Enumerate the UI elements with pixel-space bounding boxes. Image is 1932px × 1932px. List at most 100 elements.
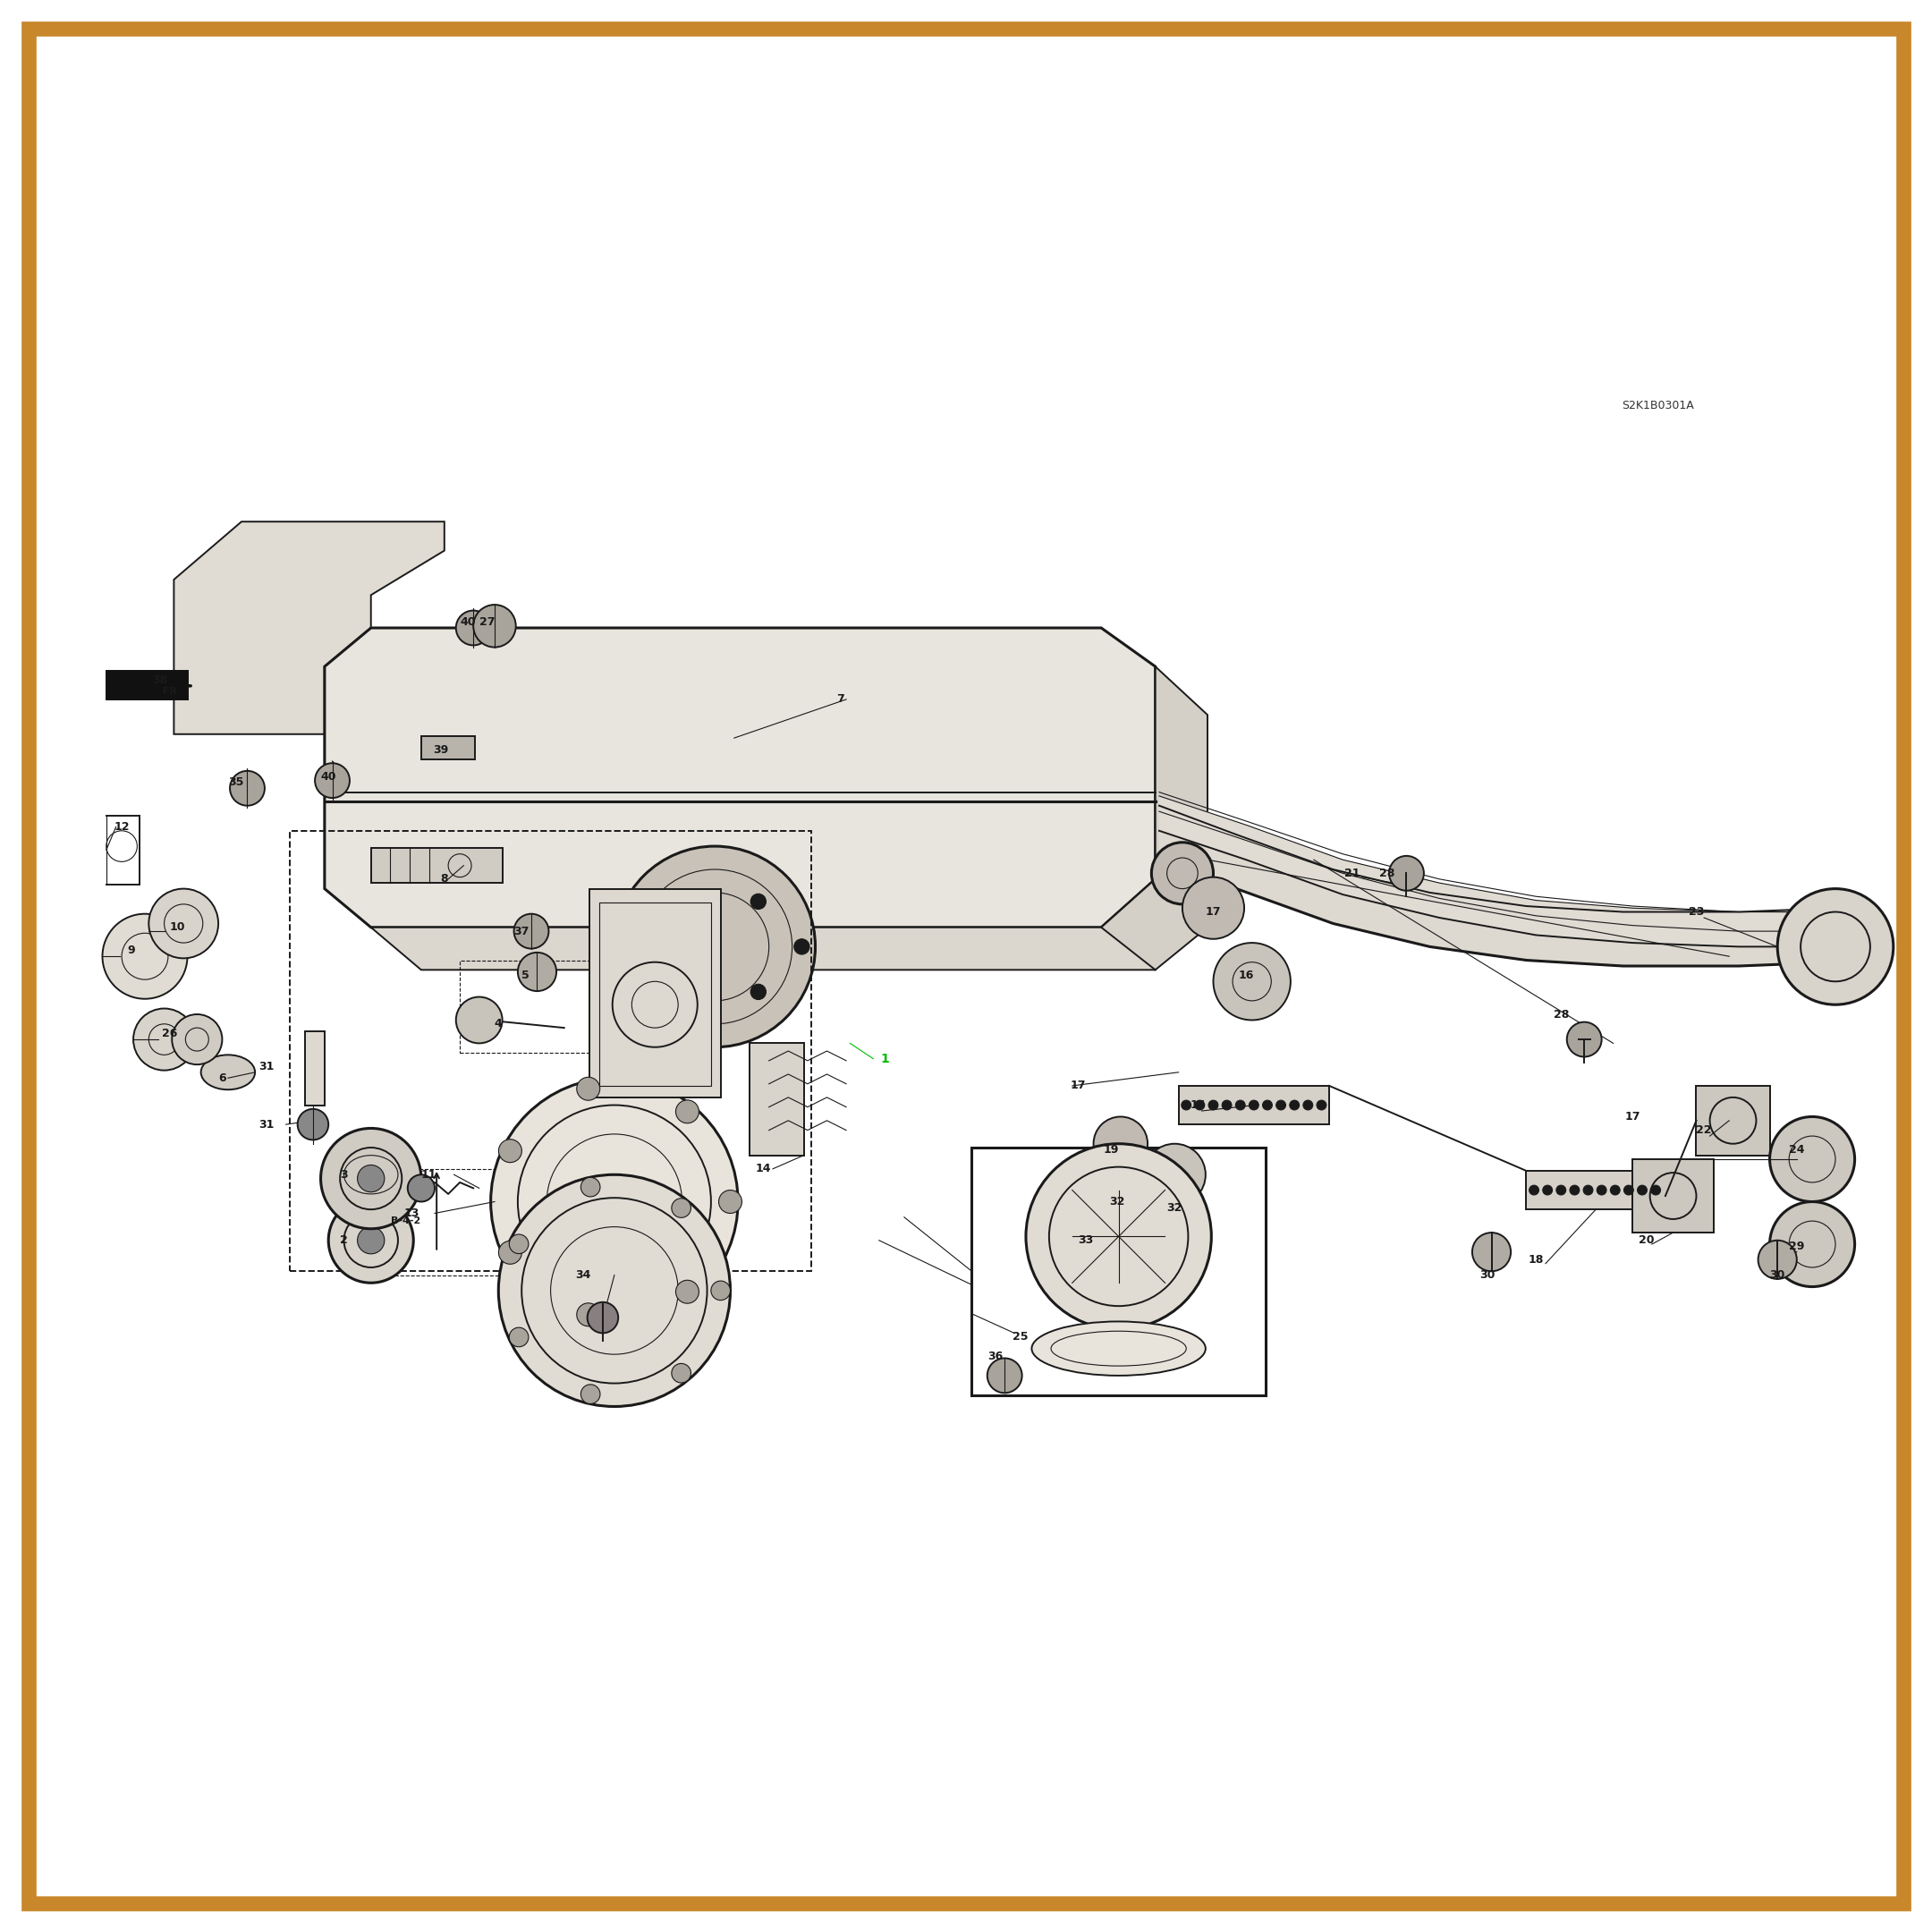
Circle shape bbox=[1596, 1184, 1607, 1194]
Text: 29: 29 bbox=[1789, 1240, 1804, 1252]
Bar bbox=[1526, 1171, 1665, 1209]
Bar bbox=[290, 831, 811, 1271]
Text: 8: 8 bbox=[440, 873, 448, 885]
Circle shape bbox=[102, 914, 187, 999]
Circle shape bbox=[514, 914, 549, 949]
Text: 13: 13 bbox=[404, 1208, 419, 1219]
Circle shape bbox=[711, 1281, 730, 1300]
Text: 3: 3 bbox=[340, 1169, 348, 1180]
Text: 11: 11 bbox=[421, 1169, 437, 1180]
Bar bbox=[599, 902, 711, 1086]
Text: 2: 2 bbox=[340, 1235, 348, 1246]
Circle shape bbox=[1638, 1184, 1648, 1194]
Circle shape bbox=[578, 1302, 601, 1325]
Bar bbox=[750, 1043, 804, 1155]
Circle shape bbox=[676, 1099, 699, 1122]
Circle shape bbox=[1182, 877, 1244, 939]
Circle shape bbox=[1277, 1101, 1287, 1109]
Ellipse shape bbox=[1032, 1321, 1206, 1376]
Bar bbox=[972, 1148, 1265, 1395]
Text: 33: 33 bbox=[1078, 1235, 1094, 1246]
Circle shape bbox=[1389, 856, 1424, 891]
Bar bbox=[363, 1169, 522, 1275]
Text: 17: 17 bbox=[1625, 1111, 1640, 1122]
Circle shape bbox=[510, 1327, 529, 1347]
Bar bbox=[589, 889, 721, 1097]
Bar bbox=[421, 736, 475, 759]
Circle shape bbox=[1094, 1117, 1148, 1171]
Text: 34: 34 bbox=[576, 1269, 591, 1281]
Polygon shape bbox=[325, 628, 1155, 927]
Circle shape bbox=[1080, 1163, 1142, 1225]
Text: 14: 14 bbox=[755, 1163, 771, 1175]
Text: 23: 23 bbox=[1689, 906, 1704, 918]
Text: 4: 4 bbox=[495, 1018, 502, 1030]
Circle shape bbox=[672, 1198, 692, 1217]
Circle shape bbox=[1151, 842, 1213, 904]
Circle shape bbox=[1777, 889, 1893, 1005]
Circle shape bbox=[498, 1240, 522, 1264]
Circle shape bbox=[987, 1358, 1022, 1393]
Text: 30: 30 bbox=[1480, 1269, 1495, 1281]
Circle shape bbox=[587, 1302, 618, 1333]
Text: 9: 9 bbox=[128, 945, 135, 956]
Circle shape bbox=[491, 1078, 738, 1325]
Text: 35: 35 bbox=[228, 777, 243, 788]
Circle shape bbox=[676, 1281, 699, 1304]
Circle shape bbox=[1758, 1240, 1797, 1279]
Text: 26: 26 bbox=[162, 1028, 178, 1039]
Text: 24: 24 bbox=[1789, 1144, 1804, 1155]
Circle shape bbox=[1611, 1184, 1621, 1194]
Circle shape bbox=[315, 763, 350, 798]
Text: 18: 18 bbox=[1528, 1254, 1544, 1265]
Circle shape bbox=[1530, 1184, 1540, 1194]
Circle shape bbox=[1213, 943, 1291, 1020]
Text: 31: 31 bbox=[259, 1119, 274, 1130]
Circle shape bbox=[510, 1235, 529, 1254]
Text: 22: 22 bbox=[1696, 1124, 1712, 1136]
Circle shape bbox=[719, 1190, 742, 1213]
Polygon shape bbox=[1101, 667, 1208, 970]
Circle shape bbox=[1144, 1144, 1206, 1206]
Text: 32: 32 bbox=[1167, 1202, 1182, 1213]
Text: 25: 25 bbox=[1012, 1331, 1028, 1343]
Ellipse shape bbox=[201, 1055, 255, 1090]
Circle shape bbox=[672, 1364, 692, 1383]
Circle shape bbox=[1194, 1101, 1206, 1109]
Text: 40: 40 bbox=[321, 771, 336, 782]
Text: 5: 5 bbox=[522, 970, 529, 981]
Circle shape bbox=[1304, 1101, 1314, 1109]
Bar bbox=[1179, 1086, 1329, 1124]
Circle shape bbox=[1291, 1101, 1300, 1109]
Text: 20: 20 bbox=[1638, 1235, 1654, 1246]
Text: 27: 27 bbox=[479, 616, 495, 628]
Circle shape bbox=[752, 895, 765, 910]
Bar bbox=[1633, 1159, 1714, 1233]
Circle shape bbox=[1557, 1184, 1567, 1194]
Text: 36: 36 bbox=[987, 1350, 1003, 1362]
Circle shape bbox=[794, 939, 810, 954]
Circle shape bbox=[1542, 1184, 1553, 1194]
Circle shape bbox=[1472, 1233, 1511, 1271]
Text: FR: FR bbox=[162, 688, 178, 696]
Circle shape bbox=[357, 1227, 384, 1254]
Circle shape bbox=[328, 1198, 413, 1283]
Polygon shape bbox=[174, 522, 444, 734]
Circle shape bbox=[473, 605, 516, 647]
Circle shape bbox=[1770, 1117, 1855, 1202]
Circle shape bbox=[1221, 1101, 1233, 1109]
Text: 38: 38 bbox=[153, 674, 168, 686]
Text: 17: 17 bbox=[1206, 906, 1221, 918]
Text: S2K1B0301A: S2K1B0301A bbox=[1621, 400, 1694, 412]
Text: 37: 37 bbox=[514, 925, 529, 937]
Circle shape bbox=[1209, 1101, 1219, 1109]
Text: 19: 19 bbox=[1103, 1144, 1119, 1155]
Circle shape bbox=[665, 895, 680, 910]
Polygon shape bbox=[371, 879, 1155, 970]
Text: 10: 10 bbox=[170, 922, 185, 933]
Circle shape bbox=[1569, 1184, 1580, 1194]
Text: 12: 12 bbox=[114, 821, 129, 833]
Circle shape bbox=[357, 1165, 384, 1192]
Circle shape bbox=[456, 611, 491, 645]
Text: 16: 16 bbox=[1238, 970, 1254, 981]
